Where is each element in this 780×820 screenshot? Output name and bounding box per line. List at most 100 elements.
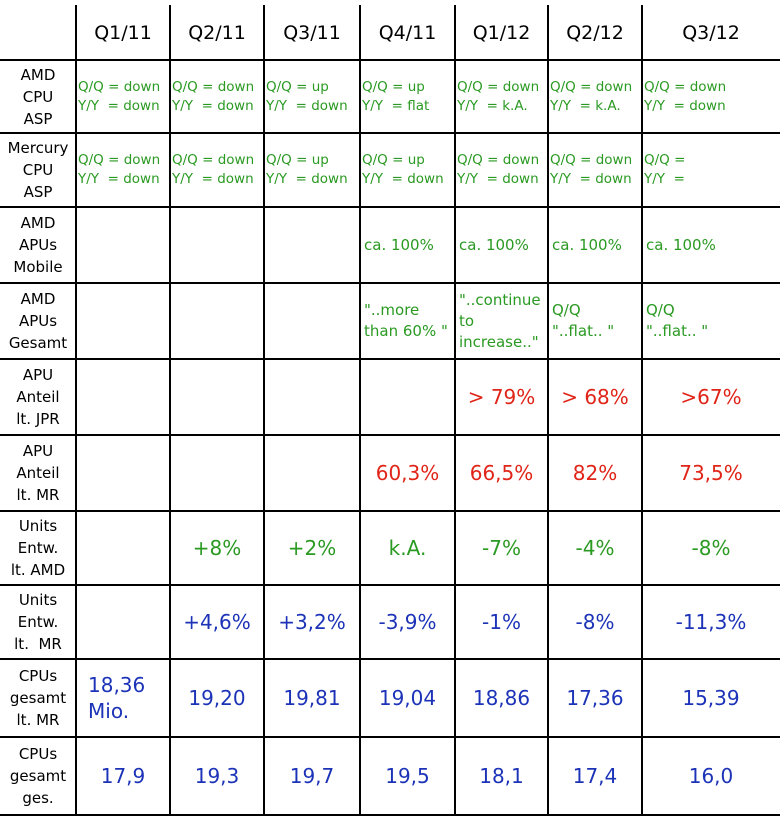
row-label: AMD APUs Mobile xyxy=(13,214,63,276)
column-divider xyxy=(169,5,171,815)
column-header: Q3/12 xyxy=(682,21,740,44)
table-cell: 16,0 xyxy=(688,764,734,788)
table-cell xyxy=(76,283,170,359)
column-divider xyxy=(547,5,549,815)
table-cell xyxy=(264,283,360,359)
row-label: Units Entw. lt. AMD xyxy=(10,517,66,579)
table-cell: Q/Q = down Y/Y = down xyxy=(172,78,255,114)
table-cell: > 79% xyxy=(467,385,536,409)
table-cell: > 68% xyxy=(561,385,629,409)
table-cell xyxy=(76,359,170,435)
table-cell: Q/Q = down Y/Y = k.A. xyxy=(550,78,633,114)
row-label: Mercury CPU ASP xyxy=(7,139,69,201)
table-cell: 17,4 xyxy=(572,764,618,788)
column-header: Q2/11 xyxy=(188,21,246,44)
table-cell xyxy=(264,207,360,283)
table-cell: 19,7 xyxy=(289,764,335,788)
column-divider xyxy=(75,5,77,815)
table-cell xyxy=(264,359,360,435)
table-cell xyxy=(170,359,264,435)
table-cell: ca. 100% xyxy=(364,235,434,254)
table-cell xyxy=(76,207,170,283)
column-header: Q3/11 xyxy=(283,21,341,44)
table-cell: Q/Q = up Y/Y = flat xyxy=(362,78,430,114)
column-divider xyxy=(263,5,265,815)
column-header: Q2/12 xyxy=(566,21,624,44)
table-cell: 73,5% xyxy=(679,461,743,485)
table-cell: "..more than 60% " xyxy=(364,301,448,340)
table-cell: Q/Q "..flat.. " xyxy=(552,301,615,340)
table-cell: ca. 100% xyxy=(552,235,622,254)
table-cell: Q/Q = Y/Y = xyxy=(644,152,686,187)
table-cell xyxy=(170,207,264,283)
table-cell: ca. 100% xyxy=(459,235,529,254)
table-cell: +8% xyxy=(192,536,242,560)
row-label: AMD CPU ASP xyxy=(20,65,56,128)
table-cell xyxy=(360,359,455,435)
column-header: Q1/11 xyxy=(94,21,152,44)
table-cell: k.A. xyxy=(388,536,427,560)
table-cell: "..continue to increase.." xyxy=(459,290,541,351)
row-divider xyxy=(0,206,780,208)
column-divider xyxy=(454,5,456,815)
table-cell xyxy=(264,435,360,511)
table-cell: -11,3% xyxy=(675,610,747,634)
table-cell: Q/Q = down Y/Y = down xyxy=(644,78,727,114)
table-cell: Q/Q = up Y/Y = down xyxy=(266,78,348,114)
table-cell: Q/Q = down Y/Y = k.A. xyxy=(457,78,540,114)
table-cell xyxy=(170,435,264,511)
table-cell: 82% xyxy=(572,461,618,485)
table-cell: 17,36 xyxy=(566,686,624,710)
column-header: Q1/12 xyxy=(472,21,531,44)
table-cell: -7% xyxy=(482,536,521,560)
row-divider xyxy=(0,510,780,512)
row-divider xyxy=(0,736,780,738)
table-cell: 19,04 xyxy=(378,686,437,710)
row-divider xyxy=(0,358,780,360)
table-cell: Q/Q = down Y/Y = down xyxy=(172,152,255,187)
table-cell: 19,81 xyxy=(283,686,341,710)
table-cell: Q/Q = down Y/Y = down xyxy=(457,152,540,187)
table-cell: +2% xyxy=(287,536,337,560)
table-cell: -1% xyxy=(482,610,521,634)
table-cell: Q/Q = up Y/Y = down xyxy=(362,152,444,187)
table-cell: Q/Q = down Y/Y = down xyxy=(78,78,161,114)
table-cell xyxy=(76,585,170,659)
row-divider xyxy=(0,658,780,660)
row-divider xyxy=(0,132,780,134)
row-divider xyxy=(0,814,780,816)
table-cell: +3,2% xyxy=(278,610,346,634)
row-divider xyxy=(0,282,780,284)
table-cell: 19,5 xyxy=(385,764,430,788)
table-cell xyxy=(76,435,170,511)
table-cell: Q/Q = down Y/Y = down xyxy=(550,152,633,187)
table-cell: -4% xyxy=(575,536,615,560)
table-cell: 66,5% xyxy=(469,461,534,485)
table-cell: 18,1 xyxy=(479,764,524,788)
row-label: CPUs gesamt lt. MR xyxy=(9,667,67,729)
column-header: Q4/11 xyxy=(378,21,437,44)
table-cell: Q/Q = up Y/Y = down xyxy=(266,152,348,187)
row-divider xyxy=(0,584,780,586)
table-cell: 19,20 xyxy=(188,686,246,710)
table-cell: -8% xyxy=(575,610,615,634)
row-label: CPUs gesamt ges. xyxy=(9,745,67,807)
table-cell xyxy=(170,283,264,359)
column-divider xyxy=(359,5,361,815)
table-cell: 18,86 xyxy=(472,686,531,710)
table-cell: 15,39 xyxy=(682,686,740,710)
table-cell: -8% xyxy=(691,536,731,560)
table-cell: 17,9 xyxy=(100,764,146,788)
table-cell: +4,6% xyxy=(183,610,251,634)
table-cell: 60,3% xyxy=(375,461,440,485)
row-label: APU Anteil lt. JPR xyxy=(16,366,60,428)
table-cell: 18,36 Mio. xyxy=(88,673,146,723)
table-cell xyxy=(76,511,170,585)
row-label: Units Entw. lt. MR xyxy=(14,591,62,653)
table-cell: Q/Q = down Y/Y = down xyxy=(78,152,161,187)
table-cell: Q/Q "..flat.. " xyxy=(646,301,709,340)
row-label: APU Anteil lt. MR xyxy=(16,442,60,504)
table-cell: 19,3 xyxy=(194,764,240,788)
column-divider xyxy=(641,5,643,815)
